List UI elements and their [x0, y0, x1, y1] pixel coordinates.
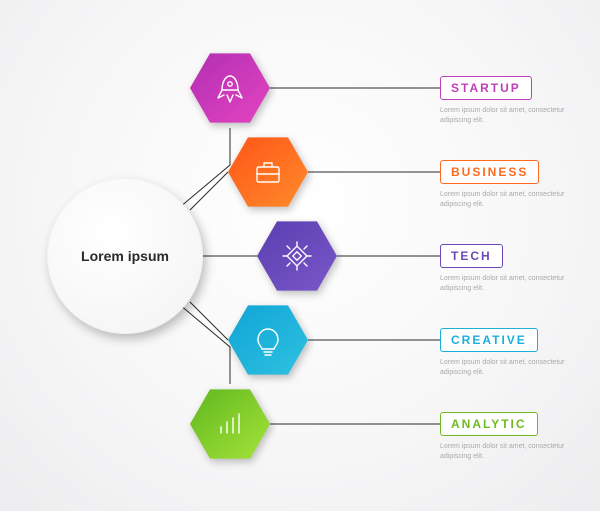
desc-business: Lorem ipsum dolor sit amet, consectetur …: [440, 190, 565, 210]
hex-analytic: [184, 378, 276, 475]
label-text-startup: STARTUP: [451, 81, 521, 95]
label-business: BUSINESS: [440, 160, 539, 184]
label-analytic: ANALYTIC: [440, 412, 538, 436]
label-text-tech: TECH: [451, 249, 492, 263]
label-creative: CREATIVE: [440, 328, 538, 352]
hex-tech: [251, 210, 343, 307]
center-circle: Lorem ipsum: [47, 178, 203, 334]
label-text-business: BUSINESS: [451, 165, 528, 179]
center-label: Lorem ipsum: [81, 248, 169, 264]
hex-startup: [184, 42, 276, 139]
label-text-creative: CREATIVE: [451, 333, 527, 347]
desc-analytic: Lorem ipsum dolor sit amet, consectetur …: [440, 442, 565, 462]
desc-startup: Lorem ipsum dolor sit amet, consectetur …: [440, 106, 565, 126]
hex-creative: [222, 294, 314, 391]
desc-tech: Lorem ipsum dolor sit amet, consectetur …: [440, 274, 565, 294]
label-startup: STARTUP: [440, 76, 532, 100]
desc-creative: Lorem ipsum dolor sit amet, consectetur …: [440, 358, 565, 378]
hex-business: [222, 126, 314, 223]
label-text-analytic: ANALYTIC: [451, 417, 527, 431]
label-tech: TECH: [440, 244, 503, 268]
